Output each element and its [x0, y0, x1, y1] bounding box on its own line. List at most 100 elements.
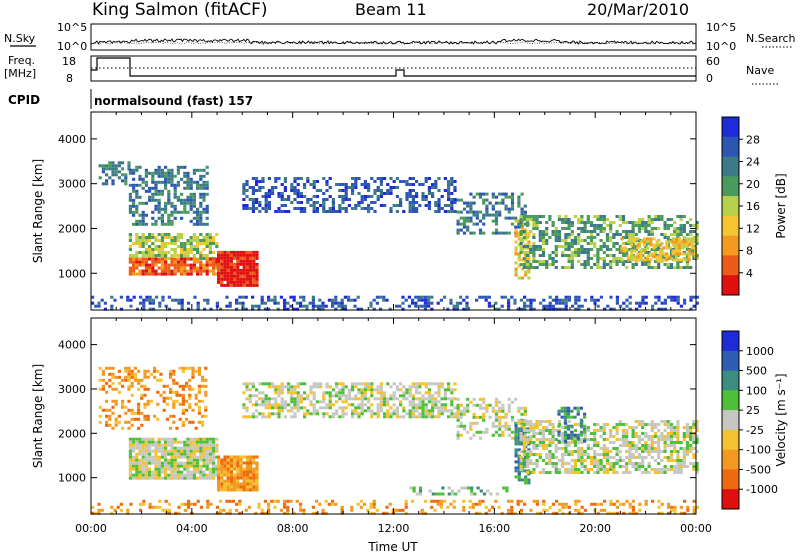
heatmap-cell [251, 307, 255, 311]
heatmap-cell [383, 177, 387, 180]
heatmap-cell [188, 405, 192, 409]
heatmap-cell [468, 499, 472, 503]
heatmap-cell [164, 272, 168, 276]
heatmap-cell [114, 164, 118, 168]
heatmap-cell [135, 260, 139, 264]
heatmap-cell [192, 201, 196, 205]
heatmap-cell [583, 468, 587, 471]
heatmap-cell [674, 243, 678, 247]
heatmap-cell [673, 227, 677, 230]
heatmap-cell [465, 307, 469, 311]
heatmap-cell [142, 499, 146, 503]
power-y-axis-label: Slant Range [km] [31, 159, 45, 263]
heatmap-cell [415, 192, 419, 195]
colorbar-swatch [722, 117, 739, 138]
heatmap-cell [151, 186, 155, 190]
heatmap-cell [157, 470, 161, 474]
heatmap-cell [580, 453, 584, 456]
heatmap-cell [599, 224, 603, 227]
heatmap-cell [133, 372, 137, 376]
heatmap-cell [548, 505, 552, 509]
heatmap-cell [450, 210, 454, 213]
heatmap-cell [208, 446, 212, 450]
heatmap-cell [296, 394, 300, 398]
heatmap-cell [128, 440, 132, 444]
heatmap-cell [167, 272, 171, 276]
heatmap-cell [186, 195, 190, 199]
heatmap-cell [580, 441, 584, 444]
heatmap-cell [376, 415, 380, 419]
heatmap-cell [135, 461, 139, 465]
heatmap-cell [507, 511, 511, 515]
heatmap-cell [217, 277, 221, 281]
heatmap-cell [157, 437, 161, 441]
heatmap-cell [322, 192, 326, 195]
heatmap-cell [679, 215, 683, 218]
heatmap-cell [692, 420, 696, 423]
heatmap-cell [160, 446, 164, 450]
heatmap-cell [91, 511, 95, 515]
heatmap-cell [143, 372, 147, 376]
heatmap-cell [573, 248, 578, 251]
x-tick-label: 04:00 [176, 522, 208, 535]
heatmap-cell [615, 426, 619, 429]
heatmap-cell [551, 251, 555, 254]
heatmap-cell [548, 453, 552, 456]
heatmap-cell [239, 274, 243, 278]
heatmap-cell [303, 391, 307, 395]
heatmap-cell [296, 207, 300, 210]
heatmap-cell [586, 447, 590, 450]
heatmap-cell [580, 221, 584, 224]
heatmap-cell [609, 266, 613, 269]
heatmap-cell [360, 406, 364, 410]
heatmap-cell [327, 298, 331, 302]
heatmap-cell [538, 423, 542, 426]
heatmap-cell [658, 258, 662, 262]
heatmap-cell [267, 192, 271, 195]
heatmap-cell [229, 253, 233, 257]
heatmap-cell [347, 204, 351, 207]
heatmap-cell [183, 186, 187, 190]
heatmap-cell [641, 438, 645, 441]
heatmap-cell [411, 394, 415, 398]
heatmap-cell [145, 295, 149, 299]
heatmap-cell [261, 397, 265, 401]
heatmap-cell [376, 186, 380, 189]
heatmap-cell [164, 245, 168, 248]
heatmap-cell [522, 447, 526, 450]
heatmap-cell [447, 385, 451, 389]
heatmap-cell [557, 439, 561, 443]
heatmap-cell [189, 248, 193, 251]
heatmap-cell [194, 369, 198, 373]
heatmap-cell [251, 304, 255, 308]
heatmap-cell [573, 450, 578, 453]
heatmap-cell [618, 251, 622, 254]
heatmap-cell [341, 406, 345, 410]
heatmap-cell [196, 245, 200, 248]
heatmap-cell [271, 192, 275, 195]
heatmap-cell [212, 452, 216, 456]
heatmap-cell [172, 378, 176, 382]
heatmap-cell [239, 461, 243, 465]
heatmap-cell [324, 304, 328, 308]
heatmap-cell [551, 260, 555, 263]
heatmap-cell [192, 233, 196, 236]
heatmap-cell [180, 476, 184, 480]
heatmap-cell [354, 409, 358, 413]
heatmap-cell [612, 441, 616, 444]
heatmap-cell [408, 204, 412, 207]
heatmap-cell [579, 430, 583, 434]
heatmap-cell [510, 499, 514, 503]
heatmap-cell [405, 192, 409, 195]
heatmap-cell [639, 252, 643, 256]
heatmap-cell [625, 432, 629, 435]
heatmap-cell [186, 461, 190, 465]
heatmap-cell [170, 171, 174, 175]
heatmap-cell [532, 215, 536, 218]
heatmap-cell [561, 266, 565, 269]
heatmap-cell [205, 443, 209, 447]
heatmap-cell [165, 402, 169, 406]
heatmap-cell [353, 298, 357, 302]
heatmap-cell [173, 452, 177, 456]
heatmap-cell [660, 438, 664, 441]
